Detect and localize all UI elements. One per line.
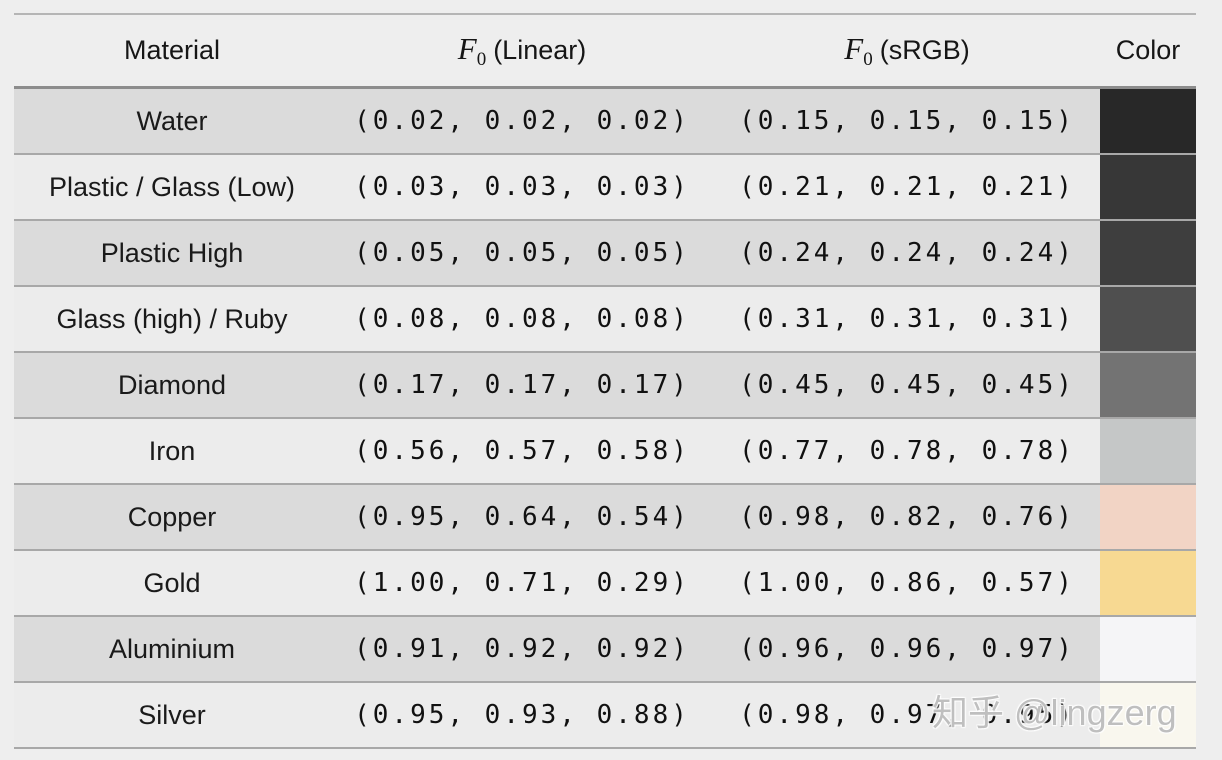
f0-linear-value: (0.91, 0.92, 0.92) — [354, 634, 690, 664]
f0-srgb-value: (0.24, 0.24, 0.24) — [739, 238, 1075, 268]
material-name: Copper — [127, 501, 217, 532]
material-name: Aluminium — [108, 633, 236, 664]
table-header-row: Material F0 (Linear) F0 (sRGB) Color — [14, 13, 1196, 89]
color-swatch — [1100, 617, 1196, 681]
material-name: Diamond — [117, 369, 227, 400]
f0-srgb-value: (0.77, 0.78, 0.78) — [739, 436, 1075, 466]
f0-subscript: 0 — [863, 48, 873, 70]
material-name: Glass (high) / Ruby — [56, 303, 288, 334]
f0-linear-value: (0.02, 0.02, 0.02) — [354, 106, 690, 136]
f0-symbol: F — [457, 30, 477, 66]
material-name: Water — [136, 105, 208, 136]
f0-linear-value: (0.03, 0.03, 0.03) — [354, 172, 690, 202]
f0-linear-value: (0.17, 0.17, 0.17) — [354, 370, 690, 400]
f0-symbol: F — [844, 30, 864, 66]
table-row-silver: Silver (0.95, 0.93, 0.88) (0.98, 0.97, 0… — [14, 683, 1196, 749]
table-row-glass-high-ruby: Glass (high) / Ruby (0.08, 0.08, 0.08) (… — [14, 287, 1196, 353]
table-row-copper: Copper (0.95, 0.64, 0.54) (0.98, 0.82, 0… — [14, 485, 1196, 551]
srgb-label: (sRGB) — [879, 34, 970, 65]
f0-subscript: 0 — [476, 48, 487, 70]
f0-srgb-value: (1.00, 0.86, 0.57) — [739, 568, 1075, 598]
f0-srgb-value: (0.15, 0.15, 0.15) — [739, 106, 1075, 136]
table-row-aluminium: Aluminium (0.91, 0.92, 0.92) (0.96, 0.96… — [14, 617, 1196, 683]
f0-srgb-value: (0.31, 0.31, 0.31) — [739, 304, 1075, 334]
color-swatch — [1100, 221, 1196, 285]
color-swatch — [1100, 551, 1196, 615]
f0-linear-value: (1.00, 0.71, 0.29) — [354, 568, 690, 598]
material-name: Gold — [143, 567, 201, 598]
f0-linear-value: (0.05, 0.05, 0.05) — [354, 238, 690, 268]
f0-srgb-value: (0.21, 0.21, 0.21) — [739, 172, 1075, 202]
header-color: Color — [1115, 35, 1181, 65]
table-row-plastic-high: Plastic High (0.05, 0.05, 0.05) (0.24, 0… — [14, 221, 1196, 287]
header-f0-linear: F0 (Linear) — [330, 31, 714, 71]
f0-material-table: Material F0 (Linear) F0 (sRGB) Color Water… — [14, 13, 1196, 749]
table-row-diamond: Diamond (0.17, 0.17, 0.17) (0.45, 0.45, … — [14, 353, 1196, 419]
color-swatch — [1100, 419, 1196, 483]
header-f0-srgb: F0 (sRGB) — [714, 31, 1100, 71]
color-swatch — [1100, 287, 1196, 351]
table-row-water: Water (0.02, 0.02, 0.02) (0.15, 0.15, 0.… — [14, 89, 1196, 155]
material-name: Plastic High — [100, 237, 244, 268]
table-row-iron: Iron (0.56, 0.57, 0.58) (0.77, 0.78, 0.7… — [14, 419, 1196, 485]
table-body: Water (0.02, 0.02, 0.02) (0.15, 0.15, 0.… — [14, 89, 1196, 749]
color-swatch — [1100, 155, 1196, 219]
material-name: Silver — [138, 699, 206, 730]
f0-linear-value: (0.95, 0.64, 0.54) — [354, 502, 690, 532]
linear-label: (Linear) — [493, 34, 587, 65]
header-material: Material — [123, 35, 221, 65]
f0-srgb-value: (0.98, 0.82, 0.76) — [739, 502, 1075, 532]
material-name: Plastic / Glass (Low) — [48, 171, 296, 202]
f0-srgb-value: (0.45, 0.45, 0.45) — [739, 370, 1075, 400]
f0-srgb-value: (0.98, 0.97, 0.95) — [739, 700, 1075, 730]
f0-srgb-value: (0.96, 0.96, 0.97) — [739, 634, 1075, 664]
color-swatch — [1100, 89, 1196, 153]
color-swatch — [1100, 485, 1196, 549]
f0-linear-value: (0.95, 0.93, 0.88) — [354, 700, 690, 730]
table-row-plastic-glass-low: Plastic / Glass (Low) (0.03, 0.03, 0.03)… — [14, 155, 1196, 221]
color-swatch — [1100, 353, 1196, 417]
f0-linear-value: (0.56, 0.57, 0.58) — [354, 436, 690, 466]
table-row-gold: Gold (1.00, 0.71, 0.29) (1.00, 0.86, 0.5… — [14, 551, 1196, 617]
f0-linear-value: (0.08, 0.08, 0.08) — [354, 304, 690, 334]
material-name: Iron — [148, 435, 196, 466]
color-swatch — [1100, 683, 1196, 747]
